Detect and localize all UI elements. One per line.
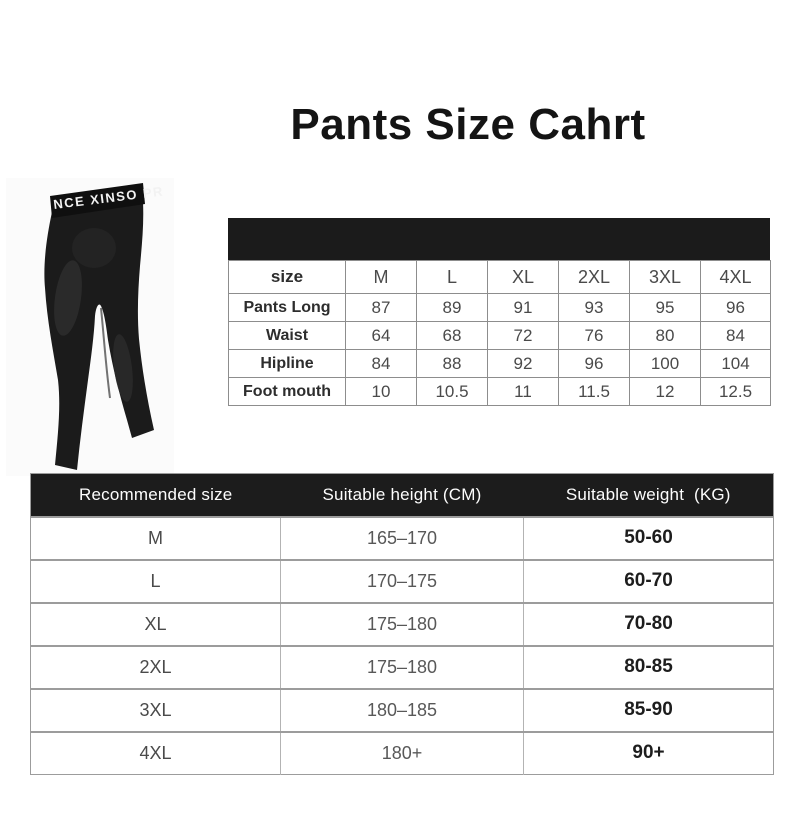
waistband [50, 183, 145, 218]
column-header-xl: XL [487, 260, 559, 294]
table-row-foot-mouth: Foot mouth 10 10.5 11 11.5 12 12.5 [228, 377, 771, 406]
table-cell: 10 [345, 377, 417, 406]
table-cell: 90+ [523, 730, 774, 775]
row-label: Foot mouth [228, 377, 346, 406]
table-cell: 12.5 [700, 377, 771, 406]
table-cell: 100 [629, 349, 701, 378]
page-title: Pants Size Cahrt [290, 100, 646, 149]
table-cell: 93 [558, 293, 630, 322]
table-row-pants-long: Pants Long 87 89 91 93 95 96 [228, 293, 771, 322]
top-black-band [228, 218, 770, 261]
table-cell: 50-60 [523, 515, 774, 560]
table-cell: 3XL [30, 687, 281, 732]
table-cell: 96 [558, 349, 630, 378]
table-row-2xl: 2XL 175–180 80-85 [30, 644, 774, 689]
table-cell: 10.5 [416, 377, 488, 406]
fit-table-header-row: Recommended size Suitable height (CM) Su… [30, 473, 774, 517]
table-cell: 175–180 [280, 644, 524, 689]
table-cell: M [30, 515, 281, 560]
row-label: Pants Long [228, 293, 346, 322]
table-row-l: L 170–175 60-70 [30, 558, 774, 603]
column-header-suitable-weight: Suitable weight (KG) [523, 473, 774, 517]
table-cell: 72 [487, 321, 559, 350]
table-cell: 180+ [280, 730, 524, 775]
column-header-2xl: 2XL [558, 260, 630, 294]
table-cell: 96 [700, 293, 771, 322]
recommended-size-table: Recommended size Suitable height (CM) Su… [30, 473, 774, 775]
column-header-size: size [228, 260, 346, 294]
table-cell: 175–180 [280, 601, 524, 646]
table-cell: 87 [345, 293, 417, 322]
table-cell: 11.5 [558, 377, 630, 406]
table-cell: 80 [629, 321, 701, 350]
table-cell: 180–185 [280, 687, 524, 732]
table-row-hipline: Hipline 84 88 92 96 100 104 [228, 349, 771, 378]
pants-image: NCE XINSO PR [6, 178, 174, 476]
table-cell: 64 [345, 321, 417, 350]
table-cell: 170–175 [280, 558, 524, 603]
size-table: size M L XL 2XL 3XL 4XL Pants Long 87 89… [228, 260, 771, 406]
table-cell: 85-90 [523, 687, 774, 732]
product-photo: NCE XINSO PR [6, 178, 174, 476]
table-cell: 89 [416, 293, 488, 322]
table-cell: 4XL [30, 730, 281, 775]
column-header-suitable-height: Suitable height (CM) [280, 473, 524, 517]
table-cell: 68 [416, 321, 488, 350]
table-cell: 70-80 [523, 601, 774, 646]
row-label: Hipline [228, 349, 346, 378]
table-cell: 2XL [30, 644, 281, 689]
table-cell: 12 [629, 377, 701, 406]
row-label: Waist [228, 321, 346, 350]
table-cell: 88 [416, 349, 488, 378]
column-header-m: M [345, 260, 417, 294]
table-cell: 92 [487, 349, 559, 378]
table-row-m: M 165–170 50-60 [30, 515, 774, 560]
table-row-4xl: 4XL 180+ 90+ [30, 730, 774, 775]
column-header-l: L [416, 260, 488, 294]
table-cell: 95 [629, 293, 701, 322]
table-cell: L [30, 558, 281, 603]
column-header-3xl: 3XL [629, 260, 701, 294]
table-cell: 11 [487, 377, 559, 406]
table-cell: 165–170 [280, 515, 524, 560]
column-header-4xl: 4XL [700, 260, 771, 294]
table-cell: 84 [700, 321, 771, 350]
table-cell: 84 [345, 349, 417, 378]
table-cell: 76 [558, 321, 630, 350]
table-cell: 60-70 [523, 558, 774, 603]
table-cell: 91 [487, 293, 559, 322]
table-row-3xl: 3XL 180–185 85-90 [30, 687, 774, 732]
size-table-header-row: size M L XL 2XL 3XL 4XL [228, 260, 771, 294]
table-row-waist: Waist 64 68 72 76 80 84 [228, 321, 771, 350]
table-cell: XL [30, 601, 281, 646]
table-row-xl: XL 175–180 70-80 [30, 601, 774, 646]
table-cell: 104 [700, 349, 771, 378]
table-cell: 80-85 [523, 644, 774, 689]
column-header-recommended-size: Recommended size [30, 473, 281, 517]
